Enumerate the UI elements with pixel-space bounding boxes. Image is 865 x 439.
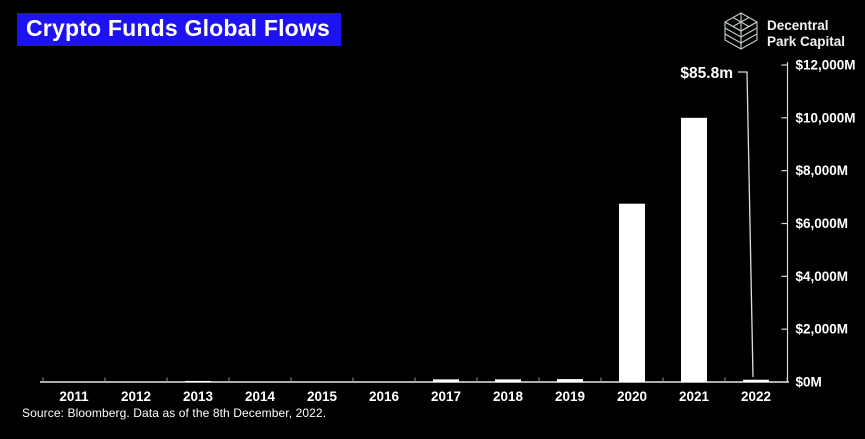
- cube-wireframe-icon: [723, 11, 759, 56]
- decentral-park-capital-logo: Decentral Park Capital: [723, 11, 845, 56]
- y-tick-label: $12,000M: [796, 58, 856, 73]
- logo-line-2: Park Capital: [766, 33, 845, 49]
- x-tick-label-2017: 2017: [431, 389, 461, 404]
- logo-text: Decentral Park Capital: [767, 18, 845, 49]
- annotation-leader-line: [738, 71, 754, 378]
- bar-2018: [495, 379, 521, 382]
- x-tick-label-2019: 2019: [555, 389, 585, 404]
- bar-2020: [619, 203, 645, 382]
- y-tick-label: $10,000M: [796, 110, 856, 125]
- x-tick-label-2021: 2021: [679, 389, 710, 404]
- x-tick-label-2015: 2015: [307, 389, 338, 404]
- y-tick-label: $2,000M: [796, 322, 849, 337]
- bar-2021: [681, 117, 707, 382]
- x-tick-label-2016: 2016: [369, 389, 400, 404]
- bar-2022: [743, 379, 769, 382]
- bar-2017: [433, 379, 459, 382]
- annotation-label: $85.8m: [680, 65, 733, 82]
- source-note: Source: Bloomberg. Data as of the 8th De…: [22, 406, 327, 420]
- x-tick-label-2022: 2022: [741, 389, 771, 404]
- bar-2019: [557, 379, 583, 382]
- x-tick-label-2018: 2018: [493, 389, 524, 404]
- x-tick-label-2011: 2011: [59, 389, 89, 404]
- y-tick-label: $4,000M: [796, 269, 849, 284]
- y-tick-label: $6,000M: [796, 216, 849, 231]
- y-tick-label: $0M: [796, 375, 822, 390]
- bar-2013: [185, 380, 211, 382]
- logo-line-1: Decentral: [766, 17, 829, 33]
- y-tick-label: $8,000M: [796, 163, 849, 178]
- x-tick-label-2014: 2014: [245, 389, 276, 404]
- page-title: Crypto Funds Global Flows: [17, 13, 341, 47]
- x-tick-label-2020: 2020: [617, 389, 647, 404]
- x-tick-label-2012: 2012: [121, 389, 151, 404]
- x-tick-label-2013: 2013: [183, 389, 214, 404]
